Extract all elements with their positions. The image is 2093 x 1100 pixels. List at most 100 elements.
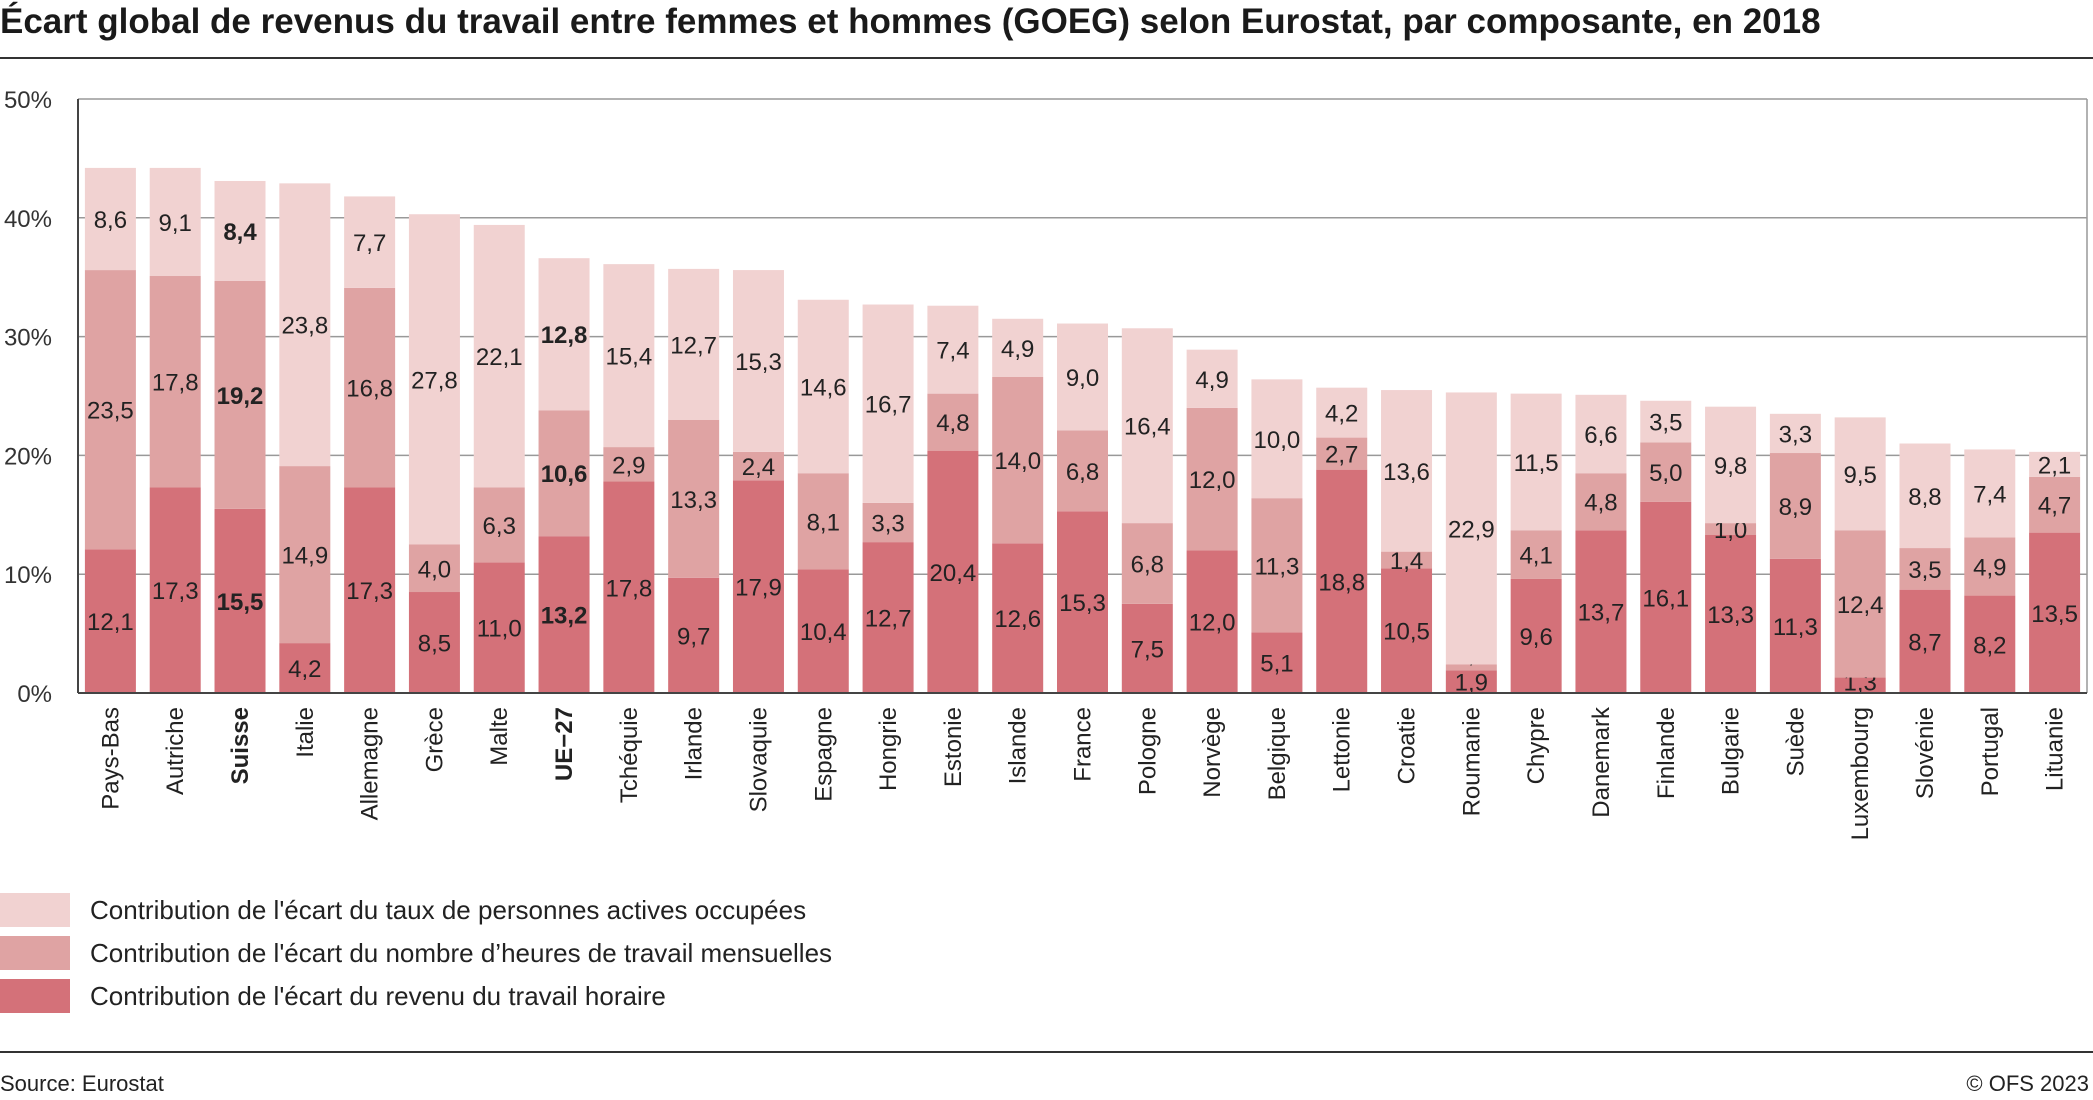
bar-segment-earnings bbox=[862, 542, 914, 693]
bar-segment-earnings bbox=[214, 508, 266, 693]
data-label: 6,8 bbox=[1131, 552, 1164, 579]
bar-segment-earnings bbox=[1186, 550, 1238, 693]
bar-segment-employment bbox=[797, 299, 849, 474]
data-label: 3,3 bbox=[871, 511, 904, 538]
bar-segment-employment bbox=[344, 196, 396, 288]
data-label: 17,8 bbox=[152, 370, 199, 397]
bar-segment-earnings bbox=[279, 643, 331, 693]
bar-segment-hours bbox=[279, 466, 331, 644]
data-label: 14,9 bbox=[281, 543, 328, 570]
data-label: 15,3 bbox=[735, 349, 782, 376]
data-label: 11,0 bbox=[477, 616, 522, 643]
bar-segment-earnings bbox=[1316, 469, 1368, 693]
bar-segment-employment bbox=[1964, 449, 2016, 538]
bar-segment-employment bbox=[1121, 328, 1173, 524]
data-label: 9,8 bbox=[1714, 453, 1747, 480]
bar-segment-hours bbox=[992, 376, 1044, 544]
data-label: 15,3 bbox=[1059, 590, 1106, 617]
data-label: 2,9 bbox=[612, 452, 645, 479]
bar-segment-employment bbox=[1769, 413, 1821, 454]
data-label: 17,3 bbox=[152, 578, 199, 605]
bar-segment-hours bbox=[538, 410, 590, 537]
x-category-label: Malte bbox=[486, 707, 513, 766]
data-label: 2,1 bbox=[2038, 452, 2071, 479]
data-label: 12,0 bbox=[1189, 467, 1236, 494]
bar-segment-earnings bbox=[84, 549, 136, 693]
bar-segment-hours bbox=[1186, 407, 1238, 551]
x-category-label: France bbox=[1070, 707, 1097, 782]
bar-segment-earnings bbox=[473, 562, 525, 693]
bar-segment-employment bbox=[1575, 394, 1627, 474]
data-label: 10,4 bbox=[800, 619, 847, 646]
bar-segment-hours bbox=[1834, 530, 1886, 678]
bar-segment-hours bbox=[1964, 537, 2016, 596]
data-label: 8,9 bbox=[1779, 494, 1812, 521]
data-label: 7,5 bbox=[1131, 636, 1164, 663]
data-label: 3,5 bbox=[1649, 410, 1682, 437]
data-label: 12,8 bbox=[541, 322, 588, 349]
y-tick-label: 0% bbox=[17, 681, 52, 708]
x-category-label: Irlande bbox=[681, 707, 708, 780]
bar-segment-hours bbox=[1705, 523, 1757, 535]
bar-segment-earnings bbox=[992, 543, 1044, 693]
bar-segment-earnings bbox=[1381, 568, 1433, 693]
bar-segment-employment bbox=[279, 183, 331, 467]
x-category-label: Italie bbox=[292, 707, 319, 758]
bar-segment-employment bbox=[214, 180, 266, 281]
data-label: 4,7 bbox=[2038, 493, 2071, 520]
legend-swatch-employment bbox=[0, 893, 70, 927]
data-label: 18,8 bbox=[1318, 569, 1365, 596]
data-label: 13,3 bbox=[670, 487, 717, 514]
data-label: 10,5 bbox=[1383, 619, 1430, 646]
bar-segment-earnings bbox=[538, 536, 590, 693]
data-label: 27,8 bbox=[411, 367, 458, 394]
bar-segment-employment bbox=[1316, 387, 1368, 438]
x-category-label: Pays-Bas bbox=[97, 707, 124, 810]
data-label: 3,5 bbox=[1908, 557, 1941, 584]
bar-segment-employment bbox=[1705, 406, 1757, 524]
y-tick-label: 30% bbox=[4, 325, 52, 352]
data-label: 22,9 bbox=[1448, 516, 1495, 543]
data-label: 12,7 bbox=[865, 606, 912, 633]
x-category-label: Suisse bbox=[227, 707, 254, 784]
bar-segment-employment bbox=[538, 258, 590, 411]
data-label: 8,8 bbox=[1908, 484, 1941, 511]
x-category-label: Portugal bbox=[1977, 707, 2004, 796]
bar-segment-employment bbox=[1640, 400, 1692, 443]
bar-segment-hours bbox=[732, 451, 784, 481]
bar-segment-earnings bbox=[2029, 532, 2081, 693]
bar-segment-employment bbox=[1186, 349, 1238, 408]
bar-segment-earnings bbox=[668, 577, 720, 693]
data-label: 12,1 bbox=[87, 609, 134, 636]
bar-segment-employment bbox=[862, 304, 914, 503]
bar-segment-employment bbox=[1834, 417, 1886, 531]
x-category-label: Lettonie bbox=[1329, 707, 1356, 792]
bar-segment-hours bbox=[214, 280, 266, 509]
x-category-label: Finlande bbox=[1653, 707, 1680, 799]
bar-segment-hours bbox=[1769, 453, 1821, 559]
bar-segment-hours bbox=[473, 487, 525, 563]
bar-segment-hours bbox=[1381, 551, 1433, 569]
bar-segment-hours bbox=[344, 287, 396, 488]
data-label: 13,3 bbox=[1707, 602, 1754, 629]
data-label: 4,9 bbox=[1973, 554, 2006, 581]
data-label: 17,3 bbox=[346, 578, 393, 605]
data-label: 7,4 bbox=[1973, 481, 2006, 508]
bar-segment-earnings bbox=[1510, 578, 1562, 693]
x-category-label: Grèce bbox=[421, 707, 448, 772]
data-label: 7,7 bbox=[353, 230, 386, 257]
x-category-label: Norvège bbox=[1199, 707, 1226, 798]
data-label: 19,2 bbox=[217, 383, 264, 410]
data-label: 13,7 bbox=[1578, 600, 1625, 627]
data-label: 8,6 bbox=[94, 207, 127, 234]
data-label: 11,5 bbox=[1514, 450, 1559, 477]
bar-segment-hours bbox=[1640, 442, 1692, 502]
data-label: 9,6 bbox=[1519, 624, 1552, 651]
x-category-label: Islande bbox=[1005, 707, 1032, 784]
bar-segment-earnings bbox=[1640, 501, 1692, 693]
data-label: 2,7 bbox=[1325, 442, 1358, 469]
data-label: 13,2 bbox=[541, 603, 588, 630]
bar-segment-hours bbox=[1575, 473, 1627, 531]
bar-segment-hours bbox=[1899, 548, 1951, 590]
copyright-note: © OFS 2023 bbox=[1966, 1071, 2089, 1096]
